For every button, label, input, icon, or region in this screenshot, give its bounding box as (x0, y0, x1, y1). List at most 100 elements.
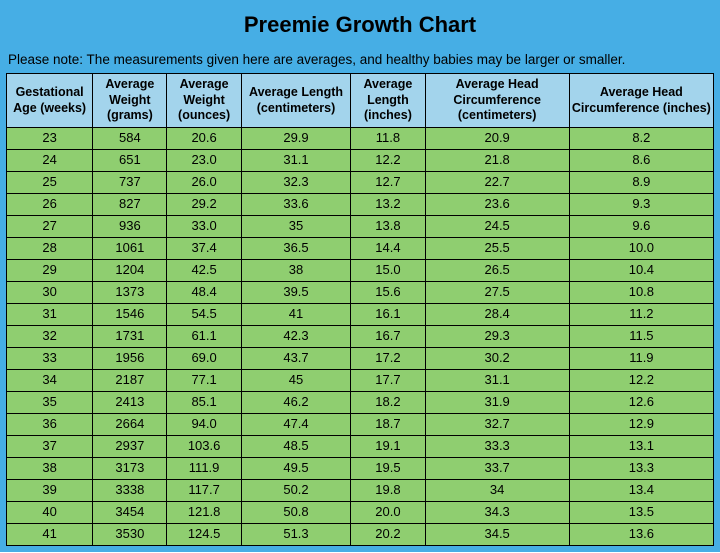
table-cell: 34.5 (425, 524, 569, 546)
table-cell: 29.3 (425, 326, 569, 348)
table-cell: 38 (7, 458, 93, 480)
table-cell: 737 (93, 172, 167, 194)
table-cell: 15.0 (351, 260, 425, 282)
table-cell: 17.7 (351, 370, 425, 392)
table-cell: 13.2 (351, 194, 425, 216)
table-cell: 103.6 (167, 436, 241, 458)
table-cell: 27.5 (425, 282, 569, 304)
table-cell: 14.4 (351, 238, 425, 260)
table-cell: 16.1 (351, 304, 425, 326)
table-cell: 2664 (93, 414, 167, 436)
table-cell: 124.5 (167, 524, 241, 546)
table-cell: 936 (93, 216, 167, 238)
table-cell: 25.5 (425, 238, 569, 260)
chart-note: Please note: The measurements given here… (8, 52, 714, 67)
table-cell: 20.6 (167, 128, 241, 150)
table-row: 32173161.142.316.729.311.5 (7, 326, 714, 348)
table-cell: 2187 (93, 370, 167, 392)
table-cell: 23 (7, 128, 93, 150)
table-row: 31154654.54116.128.411.2 (7, 304, 714, 326)
col-header: Average Weight (ounces) (167, 74, 241, 128)
table-row: 393338117.750.219.83413.4 (7, 480, 714, 502)
table-cell: 40 (7, 502, 93, 524)
table-cell: 1373 (93, 282, 167, 304)
table-cell: 45 (241, 370, 351, 392)
table-cell: 13.3 (569, 458, 713, 480)
table-cell: 827 (93, 194, 167, 216)
table-cell: 34 (425, 480, 569, 502)
table-cell: 8.2 (569, 128, 713, 150)
table-cell: 11.8 (351, 128, 425, 150)
growth-table: Gestational Age (weeks) Average Weight (… (6, 73, 714, 546)
table-cell: 35 (7, 392, 93, 414)
table-row: 383173111.949.519.533.713.3 (7, 458, 714, 480)
table-cell: 29 (7, 260, 93, 282)
table-cell: 27 (7, 216, 93, 238)
table-cell: 69.0 (167, 348, 241, 370)
table-header-row: Gestational Age (weeks) Average Weight (… (7, 74, 714, 128)
table-cell: 24 (7, 150, 93, 172)
table-cell: 2937 (93, 436, 167, 458)
table-cell: 22.7 (425, 172, 569, 194)
chart-title: Preemie Growth Chart (6, 12, 714, 38)
table-row: 29120442.53815.026.510.4 (7, 260, 714, 282)
table-cell: 1731 (93, 326, 167, 348)
table-cell: 43.7 (241, 348, 351, 370)
table-cell: 34 (7, 370, 93, 392)
col-header: Average Length (centimeters) (241, 74, 351, 128)
table-cell: 47.4 (241, 414, 351, 436)
table-cell: 48.4 (167, 282, 241, 304)
table-row: 2793633.03513.824.59.6 (7, 216, 714, 238)
table-cell: 29.9 (241, 128, 351, 150)
table-cell: 26.0 (167, 172, 241, 194)
growth-chart-panel: Preemie Growth Chart Please note: The me… (0, 0, 720, 552)
table-cell: 42.5 (167, 260, 241, 282)
table-cell: 30 (7, 282, 93, 304)
table-cell: 13.6 (569, 524, 713, 546)
col-header: Gestational Age (weeks) (7, 74, 93, 128)
table-cell: 111.9 (167, 458, 241, 480)
table-cell: 12.9 (569, 414, 713, 436)
table-cell: 51.3 (241, 524, 351, 546)
table-cell: 3454 (93, 502, 167, 524)
table-cell: 1204 (93, 260, 167, 282)
table-cell: 18.2 (351, 392, 425, 414)
table-cell: 30.2 (425, 348, 569, 370)
table-cell: 1546 (93, 304, 167, 326)
table-cell: 117.7 (167, 480, 241, 502)
table-cell: 36 (7, 414, 93, 436)
table-cell: 8.9 (569, 172, 713, 194)
table-cell: 33.7 (425, 458, 569, 480)
table-cell: 94.0 (167, 414, 241, 436)
table-row: 2465123.031.112.221.88.6 (7, 150, 714, 172)
table-cell: 20.2 (351, 524, 425, 546)
table-cell: 20.9 (425, 128, 569, 150)
table-cell: 49.5 (241, 458, 351, 480)
table-cell: 37 (7, 436, 93, 458)
table-cell: 20.0 (351, 502, 425, 524)
table-cell: 26.5 (425, 260, 569, 282)
col-header: Average Length (inches) (351, 74, 425, 128)
table-cell: 35 (241, 216, 351, 238)
table-row: 28106137.436.514.425.510.0 (7, 238, 714, 260)
table-cell: 11.2 (569, 304, 713, 326)
table-cell: 46.2 (241, 392, 351, 414)
table-cell: 3530 (93, 524, 167, 546)
table-cell: 38 (241, 260, 351, 282)
table-cell: 18.7 (351, 414, 425, 436)
table-cell: 19.8 (351, 480, 425, 502)
table-cell: 12.2 (569, 370, 713, 392)
table-cell: 16.7 (351, 326, 425, 348)
table-cell: 41 (7, 524, 93, 546)
table-cell: 33.6 (241, 194, 351, 216)
table-cell: 50.8 (241, 502, 351, 524)
table-cell: 28.4 (425, 304, 569, 326)
table-cell: 26 (7, 194, 93, 216)
table-cell: 50.2 (241, 480, 351, 502)
table-cell: 54.5 (167, 304, 241, 326)
table-row: 403454121.850.820.034.313.5 (7, 502, 714, 524)
table-cell: 121.8 (167, 502, 241, 524)
table-cell: 25 (7, 172, 93, 194)
table-cell: 41 (241, 304, 351, 326)
table-row: 34218777.14517.731.112.2 (7, 370, 714, 392)
